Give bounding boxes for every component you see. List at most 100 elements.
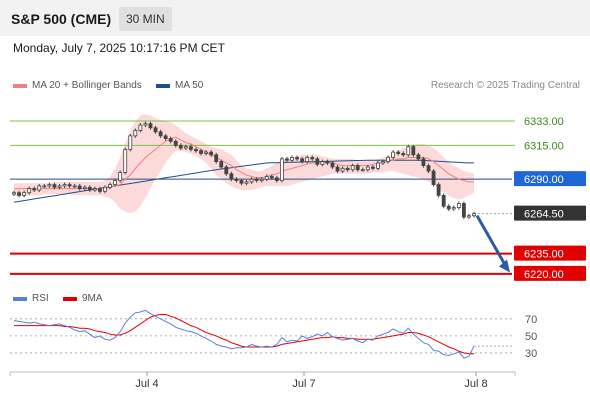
candle-up	[381, 161, 385, 164]
candle-up	[103, 186, 107, 192]
candle-down	[189, 146, 193, 150]
candle-down	[461, 203, 466, 218]
candle-up	[391, 151, 396, 158]
candle-up	[143, 123, 148, 126]
candle-down	[254, 178, 259, 181]
legend-swatch	[13, 83, 27, 88]
candle-up	[118, 172, 123, 181]
candle-up	[123, 149, 128, 173]
rsi-level-label: 70	[525, 314, 537, 326]
legend-swatch	[63, 296, 77, 301]
x-tick-label: Jul 8	[464, 378, 487, 390]
candle-down	[355, 165, 360, 171]
candle-down	[77, 185, 82, 190]
candle-up	[376, 162, 380, 169]
candle-down	[224, 166, 229, 175]
candle-up	[249, 178, 254, 183]
candle-down	[214, 154, 219, 162]
legend-label: MA 20 + Bollinger Bands	[32, 80, 142, 91]
level-label-pivot: 6290.00	[524, 174, 564, 186]
level-label-support: 6220.00	[524, 269, 564, 281]
candle-down	[229, 173, 234, 180]
candle-down	[335, 166, 340, 172]
candle-up	[82, 186, 87, 190]
candle-up	[451, 207, 456, 210]
candle-down	[32, 188, 37, 191]
candle-down	[219, 161, 224, 168]
legend-ma20-bb: MA 20 + Bollinger Bands	[13, 80, 142, 91]
legend-label: MA 50	[175, 80, 204, 91]
candle-down	[436, 184, 441, 196]
rsi-ma9-line	[14, 314, 474, 355]
candle-down	[87, 186, 92, 191]
candle-down	[67, 184, 72, 187]
candle-down	[411, 146, 416, 156]
candle-down	[421, 158, 426, 167]
candle-down	[168, 138, 173, 142]
candle-down	[274, 177, 279, 181]
candle-down	[199, 150, 203, 154]
candle-down	[431, 170, 436, 185]
candle-down	[310, 157, 315, 160]
candle-down	[370, 166, 375, 169]
candle-up	[72, 185, 77, 188]
candle-up	[386, 157, 390, 162]
instrument-title: S&P 500 (CME)	[11, 11, 112, 27]
research-credit: Research © 2025 Trading Central	[430, 80, 580, 91]
timeframe-button[interactable]: 30 MIN	[119, 7, 172, 31]
candle-down	[52, 184, 57, 188]
candle-up	[62, 184, 67, 187]
candle-up	[456, 203, 461, 208]
legend-label: 9MA	[82, 293, 103, 304]
candle-up	[113, 180, 118, 185]
candle-down	[98, 188, 102, 192]
candle-up	[290, 157, 294, 161]
candle-up	[138, 124, 143, 131]
candle-up	[57, 185, 62, 188]
candle-up	[320, 161, 325, 165]
legend-label: RSI	[32, 293, 49, 304]
candle-down	[153, 127, 158, 133]
candle-down	[285, 158, 289, 161]
candle-up	[279, 158, 284, 181]
x-tick-label: Jul 7	[292, 378, 315, 390]
candle-down	[234, 178, 239, 181]
bollinger-band	[14, 114, 474, 213]
candle-up	[22, 192, 27, 196]
rsi-level-label: 50	[525, 331, 537, 343]
candle-up	[47, 184, 52, 187]
candle-up	[128, 135, 133, 150]
level-label-resistance: 6333.00	[524, 116, 564, 128]
candle-down	[416, 154, 421, 160]
legend-rsi: RSI	[13, 293, 49, 304]
candle-up	[305, 157, 310, 162]
candle-down	[401, 153, 406, 156]
legend-ma50: MA 50	[156, 80, 203, 91]
candle-down	[269, 176, 274, 179]
candle-down	[446, 205, 451, 210]
candle-up	[340, 167, 345, 172]
candle-down	[17, 192, 21, 196]
legend-rsi-ma: 9MA	[63, 293, 103, 304]
forecast-arrowhead	[499, 259, 510, 273]
chart-header: S&P 500 (CME) 30 MIN	[0, 0, 590, 36]
forecast-arrow-shaft	[475, 214, 508, 268]
legend-swatch	[156, 83, 170, 88]
rsi-level-label: 30	[525, 348, 537, 360]
level-label-last: 6264.50	[524, 209, 564, 221]
datetime-label: Monday, July 7, 2025 10:17:16 PM CET	[13, 41, 225, 55]
candle-down	[300, 158, 305, 162]
candle-up	[27, 188, 32, 194]
candle-down	[330, 162, 335, 168]
candle-down	[396, 151, 401, 154]
candle-up	[472, 213, 476, 217]
candle-down	[178, 144, 183, 149]
candle-down	[163, 135, 168, 139]
candle-down	[295, 157, 299, 160]
candle-down	[426, 165, 431, 172]
candle-up	[12, 192, 16, 195]
candle-up	[467, 215, 471, 218]
candle-up	[37, 185, 42, 191]
candle-up	[360, 169, 365, 172]
